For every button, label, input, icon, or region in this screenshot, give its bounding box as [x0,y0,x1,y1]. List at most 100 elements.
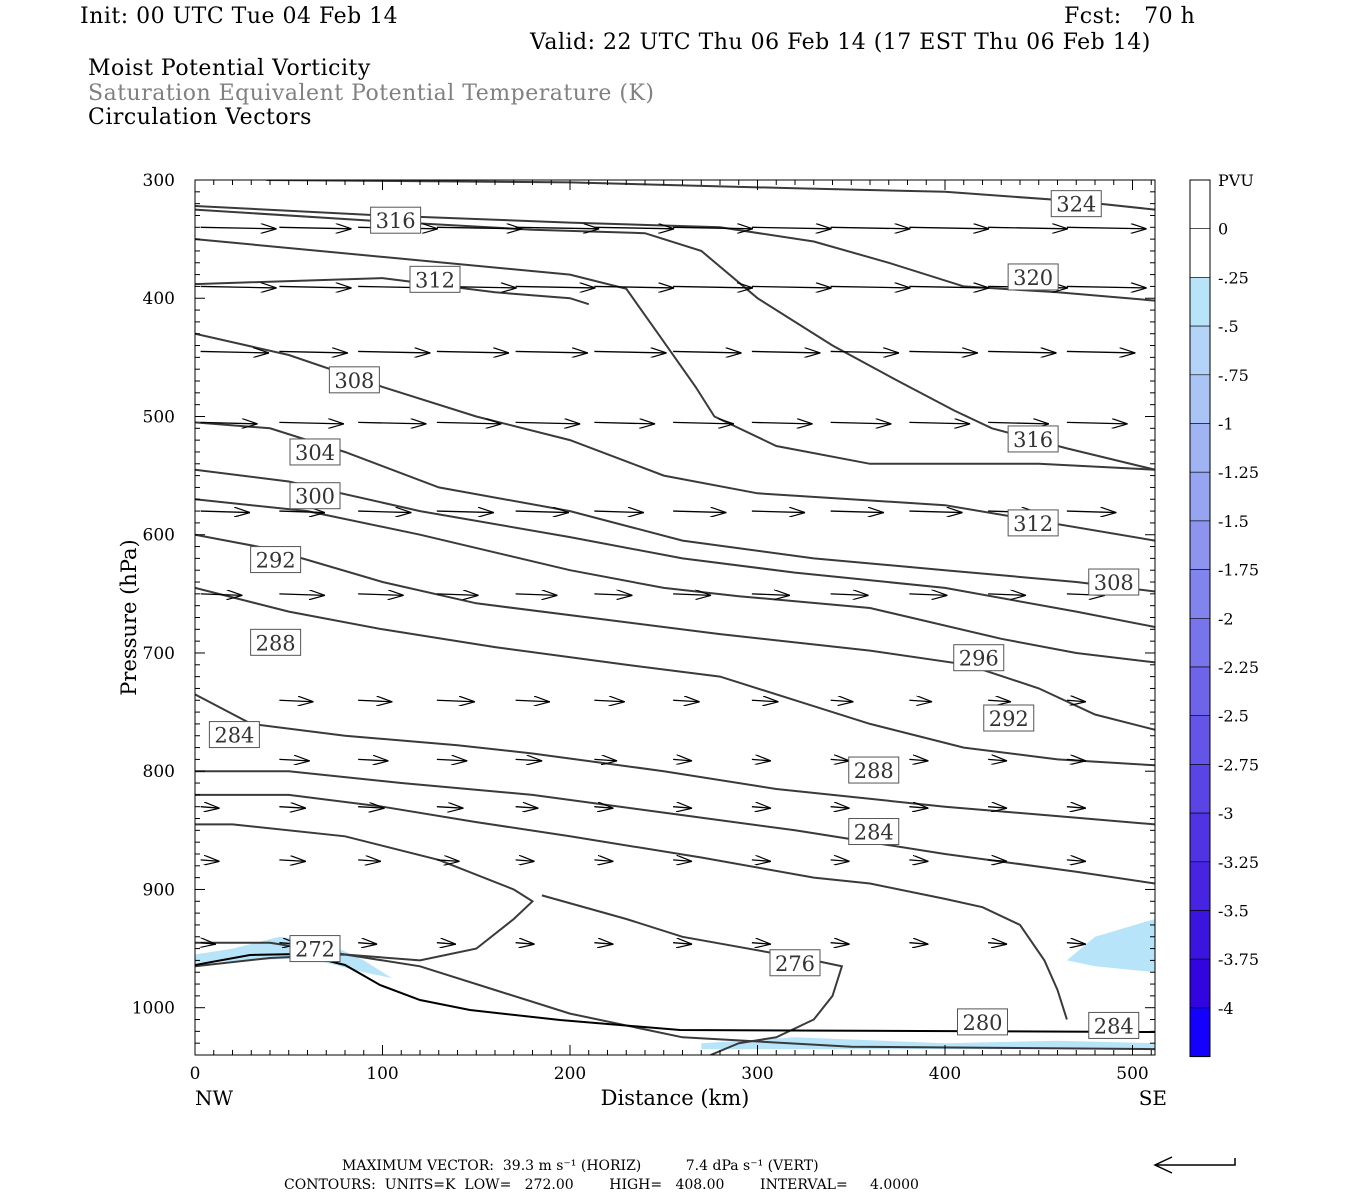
circulation-vector [1066,860,1086,862]
contour-label-box [289,935,341,963]
y-tick-label: 700 [143,644,175,664]
y-tick-label: 500 [143,407,175,427]
circulation-vector [1066,807,1086,809]
plot-frame [194,179,1156,1056]
colorbar-swatch [1189,228,1211,278]
circulation-vector [830,286,911,288]
circulation-vector [830,860,850,862]
circulation-vector [358,943,377,945]
contour-label-box [769,949,821,977]
circulation-vector [279,227,351,229]
circulation-vector [200,422,258,424]
contour-label-box [1007,509,1059,537]
colorbar-swatch [1189,666,1211,717]
colorbar-label: -3 [1218,804,1234,823]
circulation-vector [358,700,392,702]
circulation-vector [200,511,250,512]
circulation-vector [279,700,313,702]
circulation-vector [830,227,911,229]
contour-label-box [289,438,341,466]
circulation-vector [751,860,771,862]
circulation-vector [673,860,692,862]
circulation-vector [436,227,523,229]
circulation-vector [594,511,643,512]
circulation-vector [751,700,779,702]
contour-line-284 [541,894,844,1055]
circulation-vector [751,422,813,424]
y-tick-label: 800 [143,762,175,782]
circulation-vector [594,700,624,702]
circulation-vector [673,422,734,424]
contour-label: 300 [295,485,335,509]
circulation-vector [358,511,411,512]
pv-shading-2 [701,1037,1155,1050]
forecast-hour: Fcst: 70 h [1064,4,1196,29]
circulation-vector [279,807,306,809]
circulation-vector [830,943,850,945]
contour-label: 272 [295,938,335,962]
circulation-vector [436,759,467,761]
contour-label: 312 [1013,512,1053,536]
colorbar-frame [1189,179,1211,1058]
circulation-vector [751,511,805,512]
circulation-vector [751,807,771,809]
colorbar-label: -3.75 [1218,950,1259,969]
circulation-vector [358,807,385,809]
circulation-vector [1066,759,1086,761]
colorbar-label: -1.75 [1218,561,1259,580]
x-right-label: SE [1139,1086,1167,1110]
circulation-vector [515,807,539,809]
contour-label-box [1007,425,1059,453]
circulation-vector [515,286,596,288]
colorbar-label: -1.5 [1218,512,1249,531]
contour-label: 284 [214,724,254,748]
circulation-vector [909,807,928,809]
circulation-vector [279,511,325,512]
y-tick-label: 400 [143,289,175,309]
x-tick-label: 100 [366,1064,398,1084]
circulation-vector [909,227,989,229]
circulation-vector [1066,227,1147,229]
circulation-vector [436,943,456,945]
circulation-vector [909,700,932,702]
contour-label: 308 [334,369,374,393]
contour-line-312 [195,277,590,306]
circulation-vector [279,594,325,596]
circulation-vector [909,759,928,761]
contour-label-box [250,628,302,656]
contour-label-box [289,482,341,510]
circulation-vector [279,422,344,424]
circulation-vector [358,594,404,596]
title-sept: Saturation Equivalent Potential Temperat… [88,81,655,106]
colorbar-label: -.25 [1218,268,1249,287]
circulation-vector [988,943,1007,945]
circulation-vector [200,286,277,288]
contour-label: 296 [959,647,999,671]
circulation-vector [436,860,460,862]
circulation-vector [594,351,666,353]
colorbar-swatch [1189,179,1211,230]
circulation-vector [988,422,1049,424]
x-left-label: NW [195,1086,234,1110]
circulation-vector [200,594,243,596]
contour-label: 320 [1013,266,1053,290]
contour-label: 316 [376,209,416,233]
contour-line-316 [195,238,1155,471]
contour-label-box [983,704,1035,732]
circulation-vector [909,286,989,288]
colorbar-swatch [1189,520,1211,570]
contour-label: 308 [1094,571,1134,595]
plot-area: 324 320 316 316 312 312 308 308 304 300 296 292 292 2… [195,180,1155,1055]
colorbar-swatch [1189,277,1211,327]
circulation-vector [751,286,832,288]
circulation-vector [673,511,726,512]
circulation-vector [673,351,741,353]
circulation-vector [751,227,832,229]
contour-label: 288 [256,631,296,655]
contour-label-box [1088,1011,1140,1039]
colorbar-swatch [1189,715,1211,765]
colorbar-label: -3.5 [1218,902,1249,921]
contour-label-box [328,366,380,394]
contour-label-box [409,265,461,293]
contour-label: 324 [1056,193,1096,217]
